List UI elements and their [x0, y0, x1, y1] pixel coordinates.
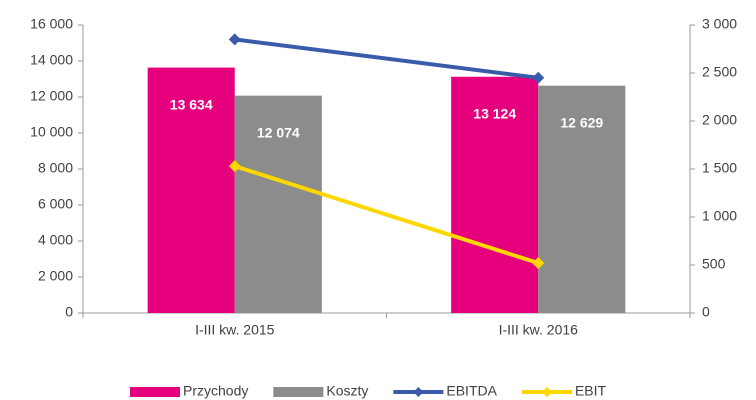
bar	[147, 67, 235, 313]
y2-tick-label: 1 000	[702, 208, 737, 224]
marker	[532, 71, 545, 84]
value-label: 13 124	[473, 105, 516, 121]
bar	[451, 76, 539, 313]
line	[234, 37, 539, 80]
y-tick-label: 14 000	[30, 52, 73, 68]
bar	[234, 95, 322, 313]
legend-marker	[413, 387, 424, 397]
value-label: 12 074	[257, 124, 300, 140]
y2-tick-label: 500	[702, 256, 726, 272]
y-tick-label: 4 000	[38, 232, 73, 248]
y-tick-label: 12 000	[30, 88, 73, 104]
y2-tick-label: 1 500	[702, 160, 737, 176]
y2-tick-label: 3 000	[702, 16, 737, 32]
legend-label: EBITDA	[446, 383, 497, 399]
marker	[532, 257, 545, 270]
y-tick-label: 6 000	[38, 196, 73, 212]
value-label: 12 629	[560, 114, 603, 130]
y2-tick-label: 2 000	[702, 112, 737, 128]
x-tick-label: I-III kw. 2016	[499, 322, 579, 338]
y-tick-label: 16 000	[30, 16, 73, 32]
legend-label: Koszty	[326, 383, 368, 399]
line	[234, 164, 539, 265]
legend-marker	[541, 387, 552, 397]
x-tick-label: I-III kw. 2015	[195, 322, 275, 338]
value-label: 13 634	[170, 96, 213, 112]
legend-label: Przychody	[183, 383, 248, 399]
y-tick-label: 2 000	[38, 268, 73, 284]
legend-swatch	[130, 387, 180, 397]
y-tick-label: 10 000	[30, 124, 73, 140]
y-tick-label: 8 000	[38, 160, 73, 176]
marker	[228, 160, 241, 173]
legend-swatch	[273, 387, 324, 397]
y2-tick-label: 0	[702, 304, 710, 320]
legend-label: EBIT	[575, 383, 607, 399]
bar	[538, 85, 626, 313]
y2-tick-label: 2 500	[702, 64, 737, 80]
y-tick-label: 0	[65, 304, 73, 320]
marker	[228, 33, 241, 46]
